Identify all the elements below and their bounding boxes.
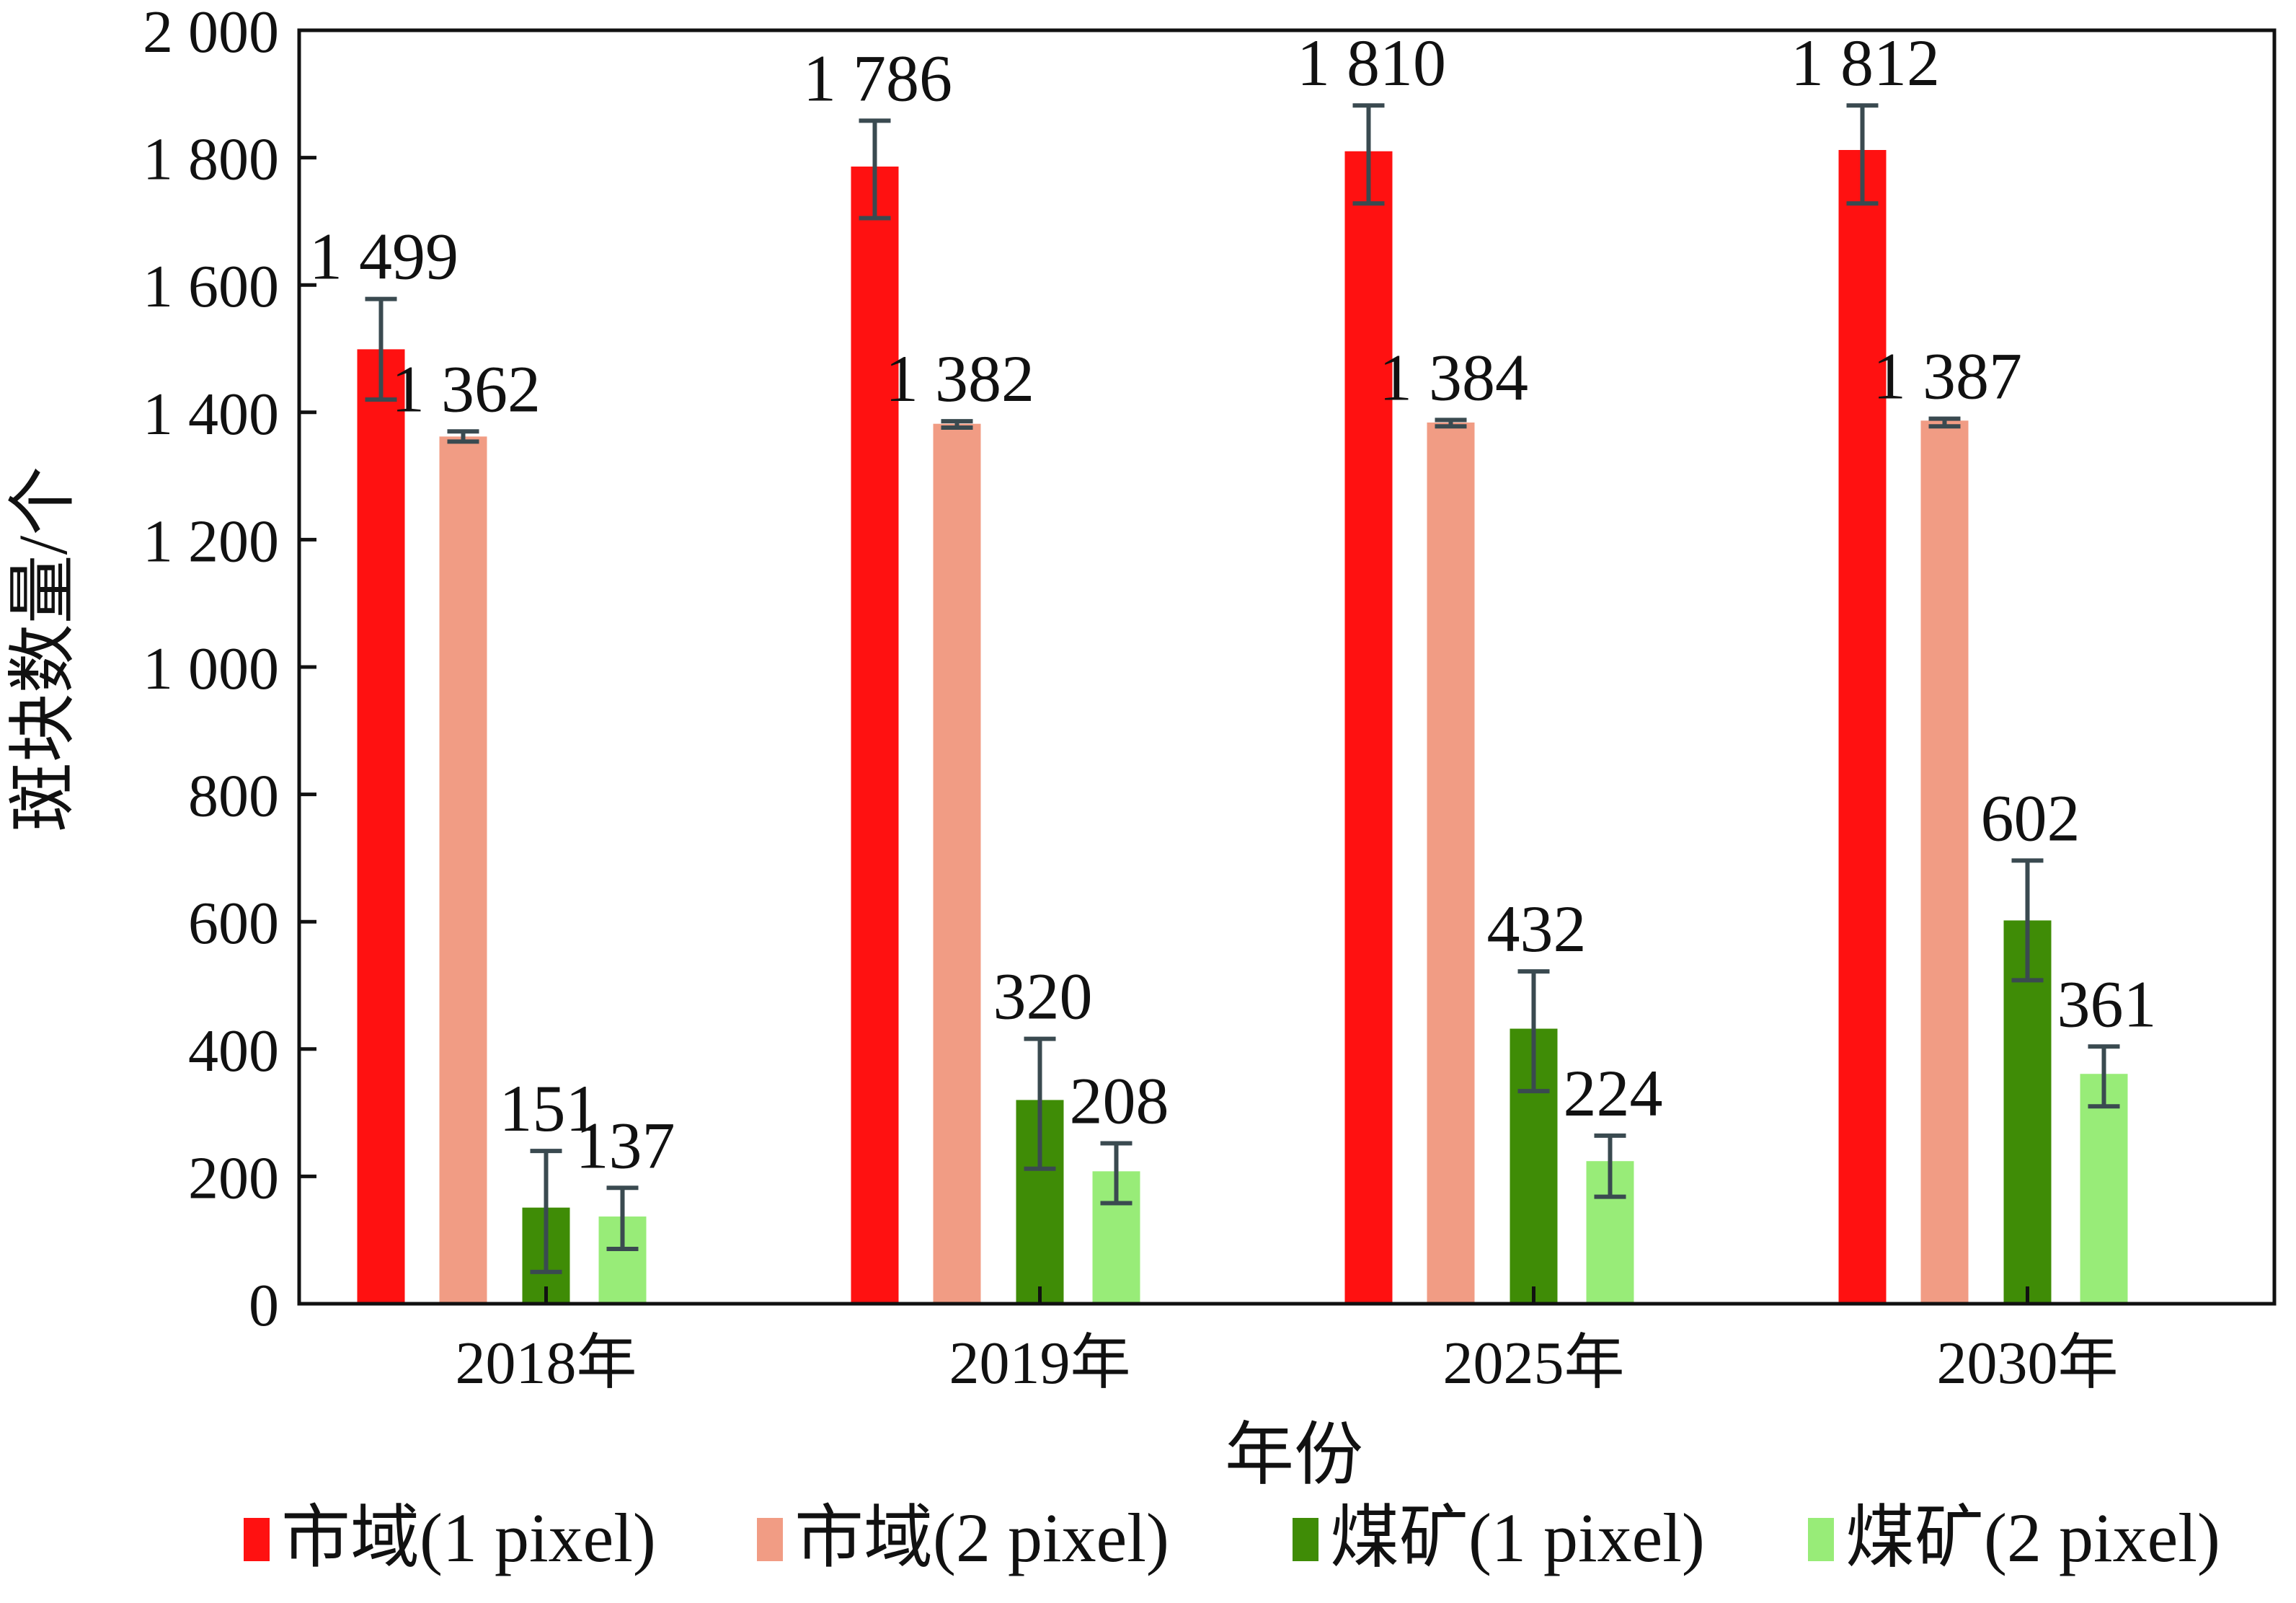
data-label: 320 [993,960,1093,1033]
legend-label: 市域(2 pixel) [794,1499,1169,1576]
bar [1344,151,1393,1304]
x-tick-label: 2030年 [1936,1330,2118,1397]
y-tick-label: 1 200 [143,508,279,575]
legend-swatch [757,1518,783,1561]
y-tick-label: 2 000 [143,0,279,66]
y-tick-label: 1 600 [143,253,279,320]
bar [439,436,487,1304]
legend-swatch [1808,1518,1834,1561]
bar [1838,150,1887,1304]
y-tick-label: 800 [188,763,279,830]
y-tick-label: 1 400 [143,381,279,448]
data-label: 1 812 [1791,26,1940,100]
x-tick-label: 2025年 [1442,1330,1624,1397]
data-label: 208 [1070,1064,1169,1137]
x-tick-label: 2019年 [949,1330,1130,1397]
data-label: 602 [1981,781,2080,855]
y-axis-title: 斑块数量/个 [4,467,81,832]
x-axis-title: 年份 [1225,1416,1363,1493]
data-label: 1 362 [391,352,541,425]
bar [2003,920,2052,1304]
y-tick-label: 200 [188,1144,279,1211]
y-tick-label: 400 [188,1017,279,1085]
y-tick-label: 1 000 [143,635,279,702]
legend-swatch [1293,1518,1318,1561]
data-label: 1 786 [803,41,952,115]
legend-swatch [244,1518,270,1561]
bar [933,423,981,1304]
x-tick-label: 2018年 [455,1330,637,1397]
y-tick-label: 1 800 [143,126,279,193]
bar [2080,1074,2128,1304]
data-label: 1 382 [885,342,1034,415]
legend: 市域(1 pixel) 市域(2 pixel) 煤矿(1 pixel) 煤矿(2 pi… [244,1499,2220,1576]
bar [1920,420,1969,1304]
bar [851,166,899,1304]
axes: 0 200 400 600 800 1 000 1 200 1 400 1 600 1 800 2 … [143,0,2277,1397]
y-tick-label: 0 [249,1272,279,1339]
data-label: 1 499 [309,220,458,293]
data-label: 151 [500,1072,599,1145]
bar [357,349,405,1304]
legend-label: 煤矿(2 pixel) [1845,1499,2220,1576]
data-label: 432 [1487,892,1587,966]
data-label: 361 [2057,967,2157,1041]
data-label: 1 387 [1873,340,2022,413]
y-tick-label: 600 [188,890,279,957]
data-label: 1 384 [1379,340,1528,414]
data-label: 137 [576,1108,675,1182]
data-label: 224 [1564,1056,1663,1130]
legend-label: 煤矿(1 pixel) [1330,1499,1705,1576]
data-label: 1 810 [1297,26,1446,100]
bar [1427,422,1475,1304]
legend-label: 市域(1 pixel) [281,1499,656,1576]
